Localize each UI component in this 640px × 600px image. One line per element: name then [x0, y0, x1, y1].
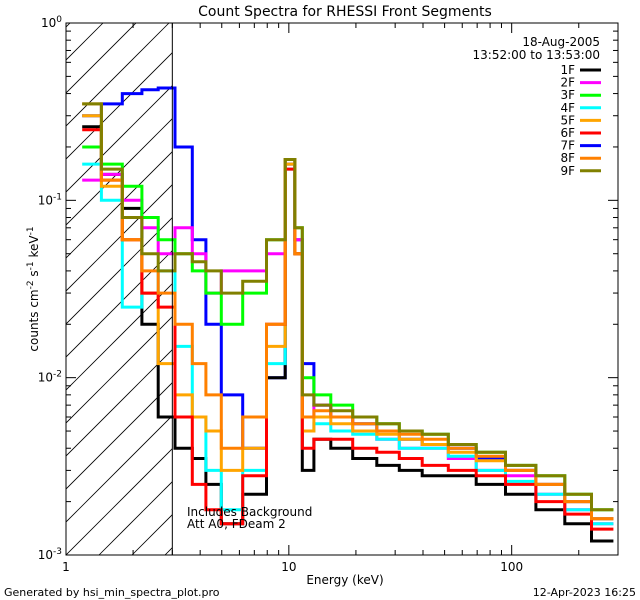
footer-timestamp: 12-Apr-2023 16:25: [533, 586, 636, 599]
y-axis-label-tail: keV: [27, 235, 41, 262]
hatch-line: [66, 316, 173, 424]
hatch-line: [66, 415, 173, 523]
series-line-1f: [82, 125, 614, 543]
y-tick-label: 100: [41, 15, 62, 30]
hatched-region: [0, 23, 640, 555]
hatch-lines: [0, 23, 640, 555]
series-line-5f: [82, 114, 614, 521]
legend-label-3f: 3F: [560, 88, 575, 102]
series-line-3f: [82, 145, 614, 512]
y-axis-label-exp1: -2: [26, 280, 36, 289]
annotation-attenuator: Att A0, FDeam 2: [187, 517, 286, 531]
y-axis-label-exp3: -1: [26, 226, 36, 235]
y-tick-label: 10-1: [38, 192, 62, 207]
legend-label-4f: 4F: [560, 101, 575, 115]
y-tick-label: 10-2: [38, 370, 62, 385]
hatch-line: [66, 217, 173, 325]
hatch-line: [594, 23, 640, 555]
x-tick-label: 1: [62, 560, 70, 574]
legend-label-5f: 5F: [560, 113, 575, 127]
chart-title: Count Spectra for RHESSI Front Segments: [198, 4, 492, 20]
y-tick-label-base: 10: [38, 371, 53, 385]
x-axis: 1 10 100: [62, 23, 619, 574]
observation-time-range: 13:52:00 to 13:53:00: [473, 48, 600, 62]
legend-label-1f: 1F: [560, 63, 575, 77]
observation-date: 18-Aug-2005: [522, 35, 600, 49]
y-tick-label-base: 10: [38, 193, 53, 207]
legend-label-2f: 2F: [560, 76, 575, 90]
hatch-line: [66, 382, 173, 490]
legend-label-7f: 7F: [560, 139, 575, 153]
hatch-line: [66, 448, 173, 555]
legend-label-6f: 6F: [560, 126, 575, 140]
plot-frame: [65, 22, 619, 556]
series-line-9f: [82, 102, 614, 512]
y-tick-label-exp: -2: [53, 370, 62, 380]
x-axis-label: Energy (keV): [306, 573, 383, 587]
hatch-line: [66, 283, 173, 391]
legend-label-8f: 8F: [560, 151, 575, 165]
y-tick-label: 10-3: [38, 547, 62, 562]
hatch-line: [0, 23, 4, 555]
y-tick-label-exp: -1: [53, 192, 62, 202]
hatch-line: [66, 250, 173, 358]
hatch-line: [66, 23, 170, 127]
hatch-line: [66, 184, 173, 292]
footer-generated-by: Generated by hsi_min_spectra_plot.pro: [4, 586, 220, 599]
y-tick-label-exp: 0: [56, 15, 62, 25]
hatch-line: [66, 52, 173, 160]
y-tick-label-base: 10: [38, 548, 53, 562]
y-axis-label: counts cm-2 s-1 keV-1: [26, 226, 41, 351]
hatch-line: [66, 85, 173, 193]
y-axis-label-mid: s: [27, 270, 41, 280]
y-tick-label-exp: -3: [53, 547, 62, 557]
series-layer: [82, 86, 614, 543]
y-axis-label-exp2: -1: [26, 261, 36, 270]
hatch-line: [627, 23, 640, 555]
series-line-8f: [82, 102, 614, 521]
legend-label-9f: 9F: [560, 164, 575, 178]
y-tick-label-base: 10: [41, 16, 56, 30]
x-tick-label: 10: [281, 560, 296, 574]
series-line-7f: [82, 86, 614, 521]
annotation-background: Includes Background: [187, 505, 312, 519]
y-axis-label-base: counts cm: [27, 289, 41, 351]
x-tick-label: 100: [500, 560, 523, 574]
